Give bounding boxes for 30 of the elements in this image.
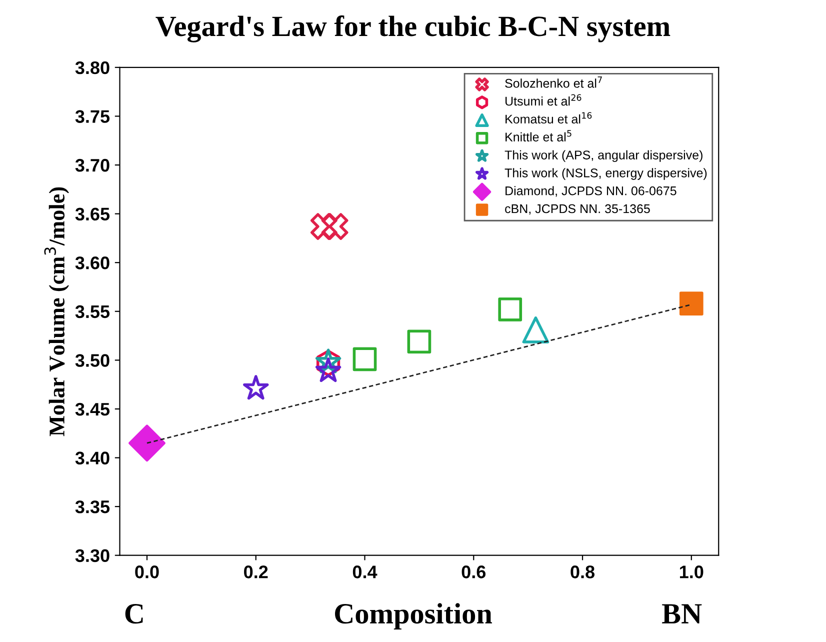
y-tick-label: 3.65 <box>75 208 110 221</box>
legend-label: This work (APS, angular dispersive) <box>504 150 702 162</box>
x-tick-label: 0.8 <box>570 566 595 578</box>
y-tick-label: 3.35 <box>75 500 110 514</box>
y-tick-label: 3.75 <box>75 110 110 123</box>
x-tick-label: 0.6 <box>462 566 486 578</box>
y-tick-label: 3.30 <box>75 549 110 562</box>
y-tick-label: 3.45 <box>75 402 110 416</box>
x-tick-label: 0.0 <box>135 566 159 578</box>
y-tick-label: 3.55 <box>75 305 110 318</box>
y-axis-title: Molar Volume (cm$^{3}$/mole) <box>44 187 70 436</box>
y-tick-label: 3.60 <box>75 256 110 270</box>
y-tick-label: 3.80 <box>75 61 110 74</box>
legend-label: Knittle et al$^{5}$ <box>506 130 572 142</box>
y-tick-label: 3.70 <box>75 158 110 172</box>
text: C <box>125 604 143 624</box>
legend-label: Utsumi et al$^{26}$ <box>506 94 582 106</box>
y-tick-label: 3.40 <box>75 452 110 464</box>
x-tick-label: 0.4 <box>352 566 378 578</box>
y-tick-label: 3.50 <box>75 354 110 367</box>
x-tick-label: 1.0 <box>680 566 704 578</box>
legend-label: Komatsu et al$^{16}$ <box>506 112 592 124</box>
chart-title: Vegard's Law for the cubic B-C-N system <box>156 15 670 42</box>
legend-label: Diamond, JCPDS NN. 06-0675 <box>506 186 676 197</box>
x-tick-label: 0.2 <box>244 566 268 578</box>
legend-label: cBN, JCPDS NN. 35-1365 <box>505 204 650 215</box>
x-axis-title: Composition <box>335 603 492 630</box>
text: BN <box>662 604 702 624</box>
legend-label: Solozhenko et al$^{7}$ <box>505 76 602 88</box>
legend-label: This work (NSLS, energy dispersive) <box>504 168 707 180</box>
